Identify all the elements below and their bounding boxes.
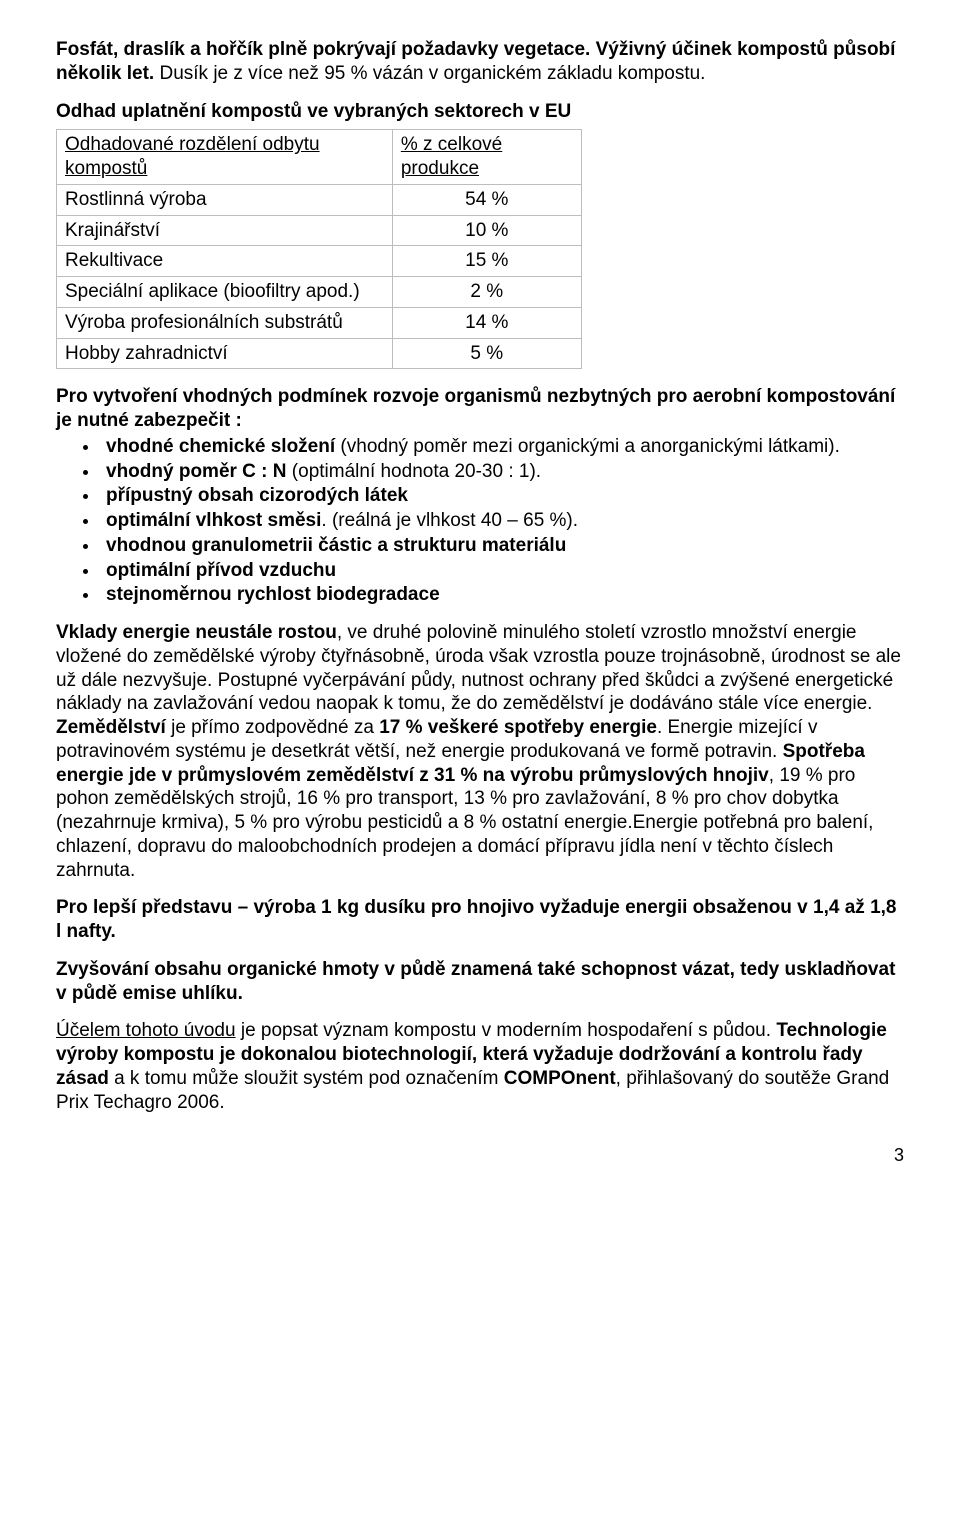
table-cell-label: Výroba profesionálních substrátů xyxy=(57,307,393,338)
table-cell-value: 15 % xyxy=(392,246,581,277)
table-row: Hobby zahradnictví 5 % xyxy=(57,338,582,369)
carbon-paragraph: Zvyšování obsahu organické hmoty v půdě … xyxy=(56,958,904,1006)
table-cell-label: Speciální aplikace (bioofiltry apod.) xyxy=(57,277,393,308)
table-header-row: Odhadované rozdělení odbytu kompostů % z… xyxy=(57,130,582,185)
list-item: stejnoměrnou rychlost biodegradace xyxy=(100,583,904,607)
conditions-intro: Pro vytvoření vhodných podmínek rozvoje … xyxy=(56,385,904,433)
table-row: Krajinářství 10 % xyxy=(57,215,582,246)
list-item: optimální vlhkost směsi. (reálná je vlhk… xyxy=(100,509,904,533)
table-header-1: Odhadované rozdělení odbytu kompostů xyxy=(57,130,393,185)
table-row: Rostlinná výroba 54 % xyxy=(57,184,582,215)
table-row: Speciální aplikace (bioofiltry apod.) 2 … xyxy=(57,277,582,308)
table-header-2: % z celkové produkce xyxy=(392,130,581,185)
table-title: Odhad uplatnění kompostů ve vybraných se… xyxy=(56,100,904,124)
compost-table: Odhadované rozdělení odbytu kompostů % z… xyxy=(56,129,582,369)
table-row: Rekultivace 15 % xyxy=(57,246,582,277)
list-item: vhodné chemické složení (vhodný poměr me… xyxy=(100,435,904,459)
table-cell-value: 5 % xyxy=(392,338,581,369)
intro-paragraph: Fosfát, draslík a hořčík plně pokrývají … xyxy=(56,38,904,86)
table-cell-value: 2 % xyxy=(392,277,581,308)
table-cell-label: Rekultivace xyxy=(57,246,393,277)
conditions-list: vhodné chemické složení (vhodný poměr me… xyxy=(100,435,904,607)
list-item: přípustný obsah cizorodých látek xyxy=(100,484,904,508)
list-item: vhodnou granulometrii částic a strukturu… xyxy=(100,534,904,558)
list-item: vhodný poměr C : N (optimální hodnota 20… xyxy=(100,460,904,484)
table-cell-value: 14 % xyxy=(392,307,581,338)
energy-paragraph: Vklady energie neustále rostou, ve druhé… xyxy=(56,621,904,882)
table-cell-value: 54 % xyxy=(392,184,581,215)
page-number: 3 xyxy=(56,1144,904,1167)
table-row: Výroba profesionálních substrátů 14 % xyxy=(57,307,582,338)
purpose-paragraph: Účelem tohoto úvodu je popsat význam kom… xyxy=(56,1019,904,1114)
table-cell-value: 10 % xyxy=(392,215,581,246)
table-cell-label: Krajinářství xyxy=(57,215,393,246)
table-cell-label: Hobby zahradnictví xyxy=(57,338,393,369)
list-item: optimální přívod vzduchu xyxy=(100,559,904,583)
table-cell-label: Rostlinná výroba xyxy=(57,184,393,215)
nitrogen-paragraph: Pro lepší představu – výroba 1 kg dusíku… xyxy=(56,896,904,944)
intro-rest: Dusík je z více než 95 % vázán v organic… xyxy=(154,63,705,84)
